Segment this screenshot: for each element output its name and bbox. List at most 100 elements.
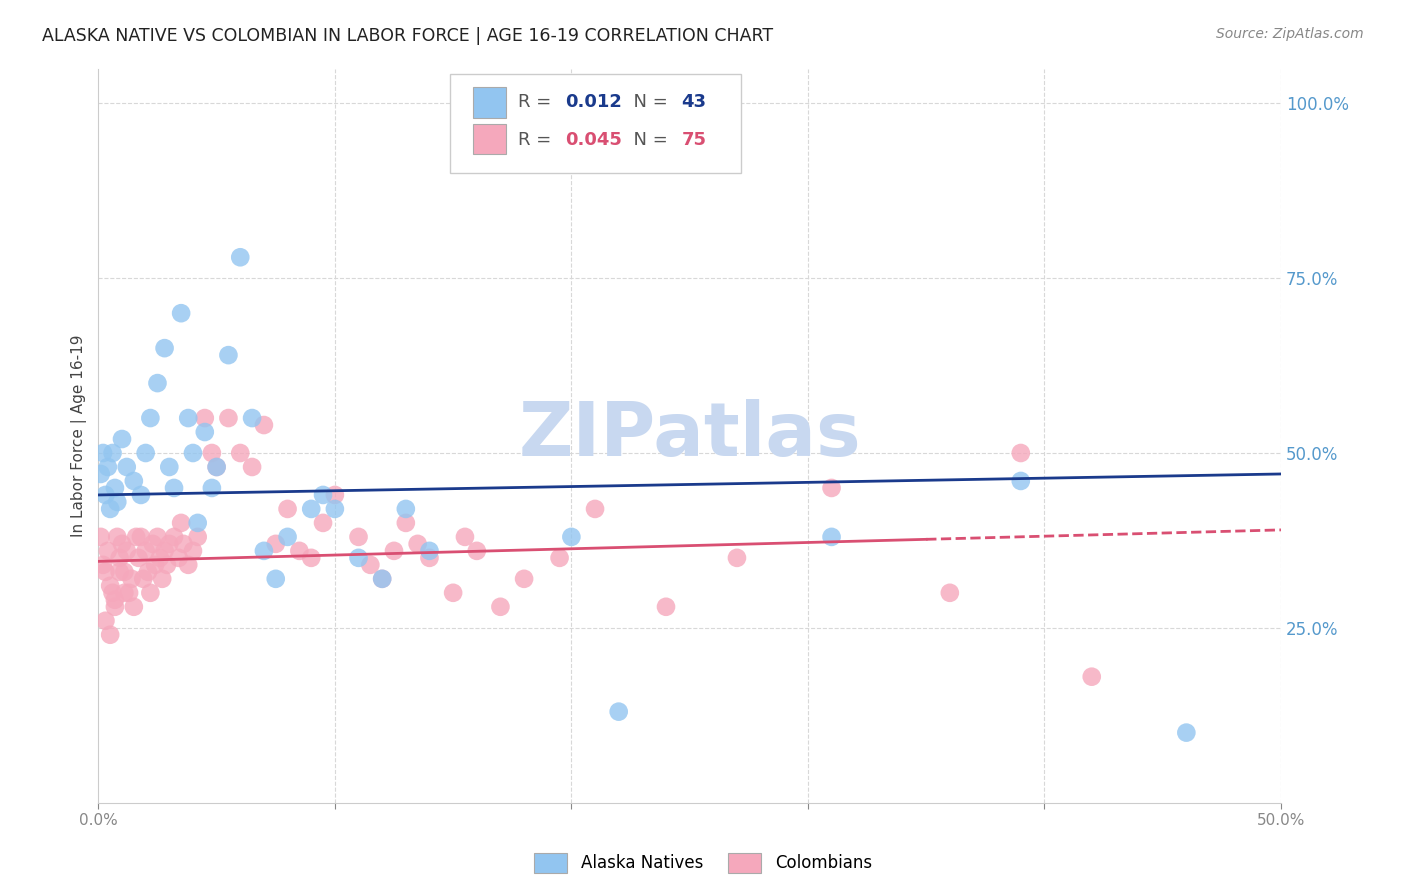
Point [157, 537, 180, 551]
Text: R =: R = [519, 131, 557, 149]
Point [90, 467, 112, 481]
Point [153, 341, 176, 355]
Point [264, 572, 287, 586]
Point [441, 586, 464, 600]
Point [136, 565, 159, 579]
Point [312, 516, 335, 530]
Point [98, 502, 121, 516]
Point [371, 572, 394, 586]
Point [91, 558, 114, 572]
Point [108, 550, 131, 565]
Point [128, 550, 150, 565]
Point [299, 550, 322, 565]
Point [288, 544, 311, 558]
Point [465, 544, 488, 558]
Point [548, 550, 571, 565]
Point [253, 417, 276, 432]
Point [146, 376, 169, 390]
Text: 0.012: 0.012 [565, 94, 623, 112]
Point [104, 592, 127, 607]
Point [299, 502, 322, 516]
Point [725, 550, 748, 565]
Point [98, 628, 121, 642]
Point [122, 599, 145, 614]
Point [143, 558, 166, 572]
Point [101, 586, 124, 600]
Point [347, 550, 370, 565]
Point [122, 474, 145, 488]
Point [229, 446, 252, 460]
Text: 43: 43 [682, 94, 706, 112]
Point [454, 530, 477, 544]
Point [277, 502, 299, 516]
Point [277, 530, 299, 544]
Point [167, 550, 190, 565]
Point [157, 460, 180, 475]
Point [939, 586, 962, 600]
Point [139, 586, 162, 600]
Text: N =: N = [623, 131, 673, 149]
FancyBboxPatch shape [474, 124, 506, 154]
Text: ZIPatlas: ZIPatlas [519, 399, 860, 472]
Point [97, 460, 120, 475]
Point [181, 446, 204, 460]
Point [253, 544, 276, 558]
Point [201, 446, 224, 460]
Point [607, 705, 630, 719]
Point [323, 488, 346, 502]
Point [240, 411, 263, 425]
Point [312, 488, 335, 502]
Point [94, 488, 117, 502]
Point [111, 432, 134, 446]
Text: N =: N = [623, 94, 673, 112]
Point [194, 425, 217, 439]
Point [395, 516, 418, 530]
Point [153, 544, 176, 558]
Text: 0.045: 0.045 [565, 131, 623, 149]
Point [1080, 670, 1102, 684]
Point [205, 460, 228, 475]
Point [129, 488, 152, 502]
Point [181, 544, 204, 558]
Point [146, 530, 169, 544]
Point [240, 460, 263, 475]
Point [104, 599, 127, 614]
Point [820, 481, 842, 495]
Point [121, 572, 143, 586]
Point [217, 411, 239, 425]
Text: R =: R = [519, 94, 557, 112]
Point [94, 565, 117, 579]
Point [323, 502, 346, 516]
Point [177, 411, 200, 425]
Point [1175, 725, 1198, 739]
Point [105, 495, 128, 509]
Point [560, 530, 582, 544]
Point [150, 572, 173, 586]
Point [111, 537, 134, 551]
Point [90, 530, 112, 544]
Point [229, 250, 252, 264]
Point [125, 530, 148, 544]
Point [489, 599, 512, 614]
Point [105, 530, 128, 544]
Point [98, 579, 121, 593]
Legend: Alaska Natives, Colombians: Alaska Natives, Colombians [527, 847, 879, 880]
Point [395, 502, 418, 516]
Point [177, 558, 200, 572]
Point [820, 530, 842, 544]
Point [163, 530, 186, 544]
Point [347, 530, 370, 544]
Point [135, 544, 157, 558]
Point [115, 544, 138, 558]
Point [163, 481, 186, 495]
Point [359, 558, 381, 572]
Point [194, 411, 217, 425]
Point [655, 599, 678, 614]
Point [104, 481, 127, 495]
Y-axis label: In Labor Force | Age 16-19: In Labor Force | Age 16-19 [72, 334, 87, 537]
Point [132, 572, 155, 586]
Point [156, 558, 179, 572]
Point [205, 460, 228, 475]
Point [91, 446, 114, 460]
Text: ALASKA NATIVE VS COLOMBIAN IN LABOR FORCE | AGE 16-19 CORRELATION CHART: ALASKA NATIVE VS COLOMBIAN IN LABOR FORC… [42, 27, 773, 45]
